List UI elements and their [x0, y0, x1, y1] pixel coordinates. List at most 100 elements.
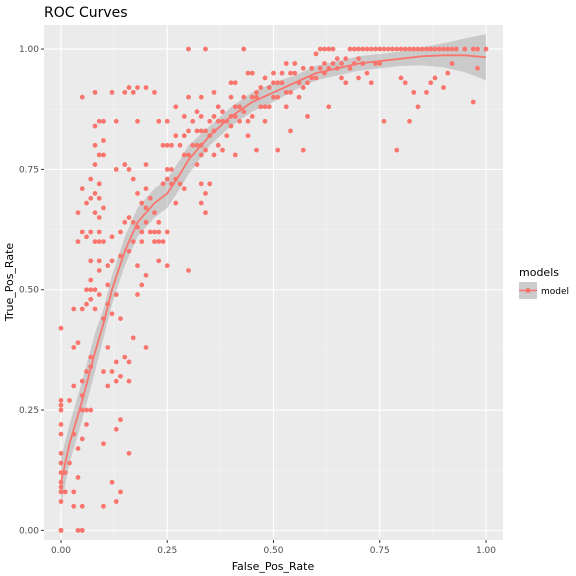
scatter-point — [101, 138, 106, 143]
scatter-point — [92, 142, 98, 148]
scatter-point — [190, 118, 196, 124]
scatter-point — [428, 80, 434, 86]
scatter-point — [156, 239, 162, 244]
scatter-point — [79, 186, 85, 192]
smooth-curve — [60, 54, 487, 483]
scatter-point — [92, 123, 98, 129]
scatter-point — [135, 85, 140, 90]
scatter-point — [198, 94, 204, 100]
scatter-point — [181, 133, 187, 139]
chart-title: ROC Curves — [44, 5, 128, 21]
scatter-point — [156, 219, 162, 225]
scatter-point — [271, 70, 276, 76]
scatter-point — [88, 407, 94, 413]
scatter-point — [211, 89, 217, 95]
scatter-point — [368, 46, 374, 52]
scatter-point — [113, 166, 119, 172]
scatter-point — [143, 272, 149, 278]
scatter-point — [173, 104, 179, 110]
scatter-point — [271, 94, 276, 100]
scatter-point — [164, 229, 170, 235]
scatter-point — [118, 417, 123, 423]
scatter-point — [300, 147, 306, 153]
scatter-point — [313, 51, 319, 57]
scatter-point — [92, 210, 98, 216]
scatter-point — [326, 104, 332, 110]
scatter-point — [160, 239, 166, 244]
scatter-point — [262, 104, 268, 110]
scatter-point — [79, 436, 85, 442]
scatter-point — [411, 46, 417, 52]
scatter-point — [351, 46, 357, 52]
scatter-point — [152, 239, 157, 244]
scatter-point — [283, 104, 289, 110]
scatter-point — [266, 85, 272, 90]
scatter-point — [58, 489, 64, 495]
scatter-point — [71, 489, 77, 495]
scatter-point — [139, 239, 145, 244]
scatter-point — [92, 89, 98, 95]
scatter-point — [300, 85, 306, 90]
scatter-point — [317, 65, 323, 71]
scatter-point — [322, 46, 327, 52]
scatter-point — [122, 219, 128, 225]
scatter-point — [96, 181, 102, 187]
scatter-point — [203, 128, 208, 134]
scatter-point — [88, 354, 94, 360]
legend: models model — [519, 266, 569, 299]
scatter-point — [113, 118, 119, 124]
scatter-point — [92, 162, 98, 167]
scatter-point — [322, 61, 327, 66]
scatter-point — [326, 46, 332, 52]
scatter-point — [394, 147, 400, 153]
scatter-point — [198, 128, 204, 134]
scatter-point — [160, 142, 166, 148]
scatter-point — [445, 70, 451, 76]
scatter-point — [139, 282, 145, 288]
scatter-point — [84, 234, 89, 240]
scatter-point — [432, 75, 438, 81]
scatter-point — [122, 162, 128, 167]
scatter-point — [368, 80, 374, 86]
scatter-point — [377, 46, 383, 52]
scatter-point — [75, 340, 81, 346]
scatter-point — [126, 215, 132, 220]
y-tick-label: 0.25 — [19, 406, 39, 416]
scatter-point — [122, 89, 128, 95]
scatter-point — [254, 147, 259, 153]
scatter-point — [198, 200, 204, 206]
scatter-point — [109, 258, 115, 264]
scatter-point — [415, 46, 421, 52]
scatter-point — [203, 210, 208, 216]
scatter-point — [254, 89, 259, 95]
scatter-point — [113, 292, 119, 297]
scatter-point — [118, 253, 123, 259]
scatter-point — [305, 80, 310, 86]
scatter-point — [402, 46, 408, 52]
scatter-point — [79, 94, 85, 100]
scatter-point — [58, 450, 64, 456]
scatter-point — [105, 383, 111, 389]
scatter-point — [449, 46, 455, 52]
y-tick-label: 0.75 — [19, 165, 39, 175]
scatter-point — [300, 65, 306, 71]
scatter-point — [360, 46, 366, 52]
scatter-point — [126, 450, 132, 456]
scatter-point — [424, 46, 429, 52]
x-tick-label: 1.00 — [476, 546, 496, 556]
major-grid — [44, 25, 503, 540]
scatter-point — [143, 345, 149, 350]
scatter-point — [118, 229, 123, 235]
scatter-point — [390, 46, 395, 52]
scatter-point — [135, 292, 140, 297]
scatter-point — [109, 311, 115, 317]
y-tick-label: 1.00 — [19, 45, 39, 55]
scatter-point — [462, 46, 468, 52]
scatter-point — [92, 306, 98, 312]
scatter-point — [398, 46, 404, 52]
scatter-point — [92, 239, 98, 244]
scatter-point — [220, 147, 225, 153]
scatter-point — [113, 499, 119, 504]
scatter-point — [288, 128, 293, 134]
scatter-point — [62, 489, 68, 495]
